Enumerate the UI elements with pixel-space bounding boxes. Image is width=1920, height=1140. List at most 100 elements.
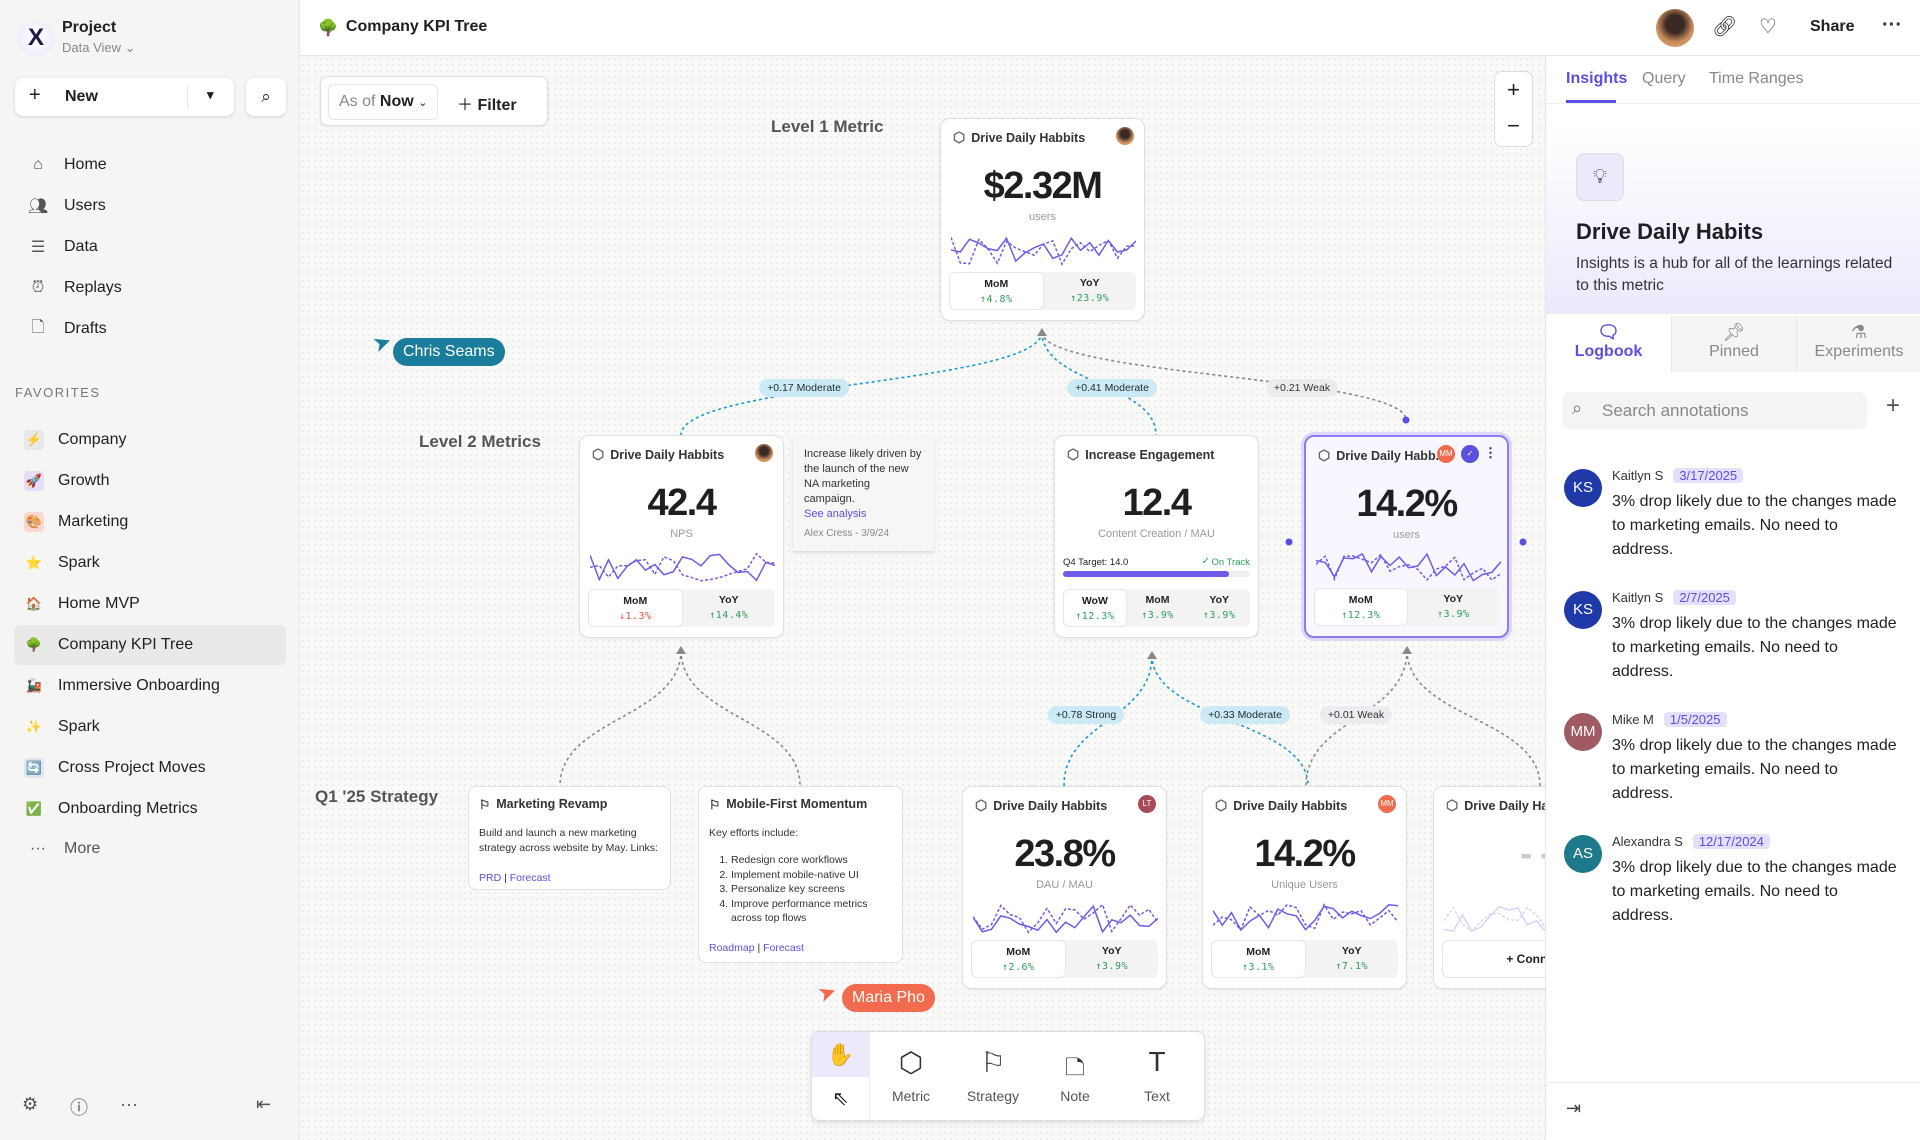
stat-mom[interactable]: MoM ↑12.3% <box>1314 588 1408 626</box>
owner-avatar[interactable]: MM <box>1437 445 1455 463</box>
link-icon[interactable]: 🔗︎ <box>1712 16 1738 38</box>
stat-mom[interactable]: MoM ↑2.6% <box>971 940 1066 978</box>
more-options-icon[interactable]: ··· <box>1882 14 1902 36</box>
sidebar-item-users[interactable]: 👥︎ Users <box>26 188 286 224</box>
settings-icon[interactable]: ⚙ <box>22 1094 39 1114</box>
stat-yoy[interactable]: YoY ↑3.9% <box>1188 589 1250 627</box>
stat-mom[interactable]: MoM ↑3.1% <box>1211 940 1306 978</box>
favorite-item[interactable]: 🔄 Cross Project Moves <box>14 748 286 788</box>
strategy-link[interactable]: PRD <box>479 872 502 884</box>
connection-handle[interactable] <box>1285 538 1293 546</box>
correlation-label[interactable]: +0.17 Moderate <box>759 379 849 397</box>
owner-avatar[interactable]: LT <box>1138 795 1156 813</box>
stat-yoy[interactable]: YoY ↑23.9% <box>1044 272 1137 310</box>
stat-mom[interactable]: MoM ↓1.3% <box>588 589 683 627</box>
new-button[interactable]: + New ▾ <box>15 78 234 116</box>
metric-card[interactable]: ⬡ Drive Daily Habbits LT 23.8% DAU / MAU MoM ↑… <box>962 786 1167 989</box>
annotation-item[interactable]: KS Kaitlyn S 2/7/2025 3% drop likely due to… <box>1564 590 1909 701</box>
sidebar-item-home[interactable]: ⌂ Home <box>26 147 286 183</box>
favorite-item[interactable]: 🌳 Company KPI Tree <box>14 625 286 665</box>
metric-card[interactable]: ⬡ Drive Daily Habbits $2.32M users MoM ↑4.8% Y… <box>940 118 1145 321</box>
zoom-in-button[interactable]: + <box>1507 77 1520 102</box>
tab-query[interactable]: Query <box>1642 70 1686 87</box>
stat-mom[interactable]: MoM ↑4.8% <box>949 272 1044 310</box>
correlation-edge[interactable] <box>680 331 1043 436</box>
correlation-label[interactable]: +0.21 Weak <box>1265 379 1339 397</box>
favorite-item[interactable]: 🎨 Marketing <box>14 502 286 542</box>
zoom-out-button[interactable]: − <box>1507 113 1520 138</box>
sidebar-item-replays[interactable]: ⏰︎ Replays <box>26 270 286 306</box>
see-analysis-link[interactable]: See analysis <box>804 508 867 520</box>
correlation-label[interactable]: +0.41 Moderate <box>1067 379 1157 397</box>
as-of-dropdown[interactable]: As of Now ⌄ <box>328 84 439 120</box>
connection-handle[interactable] <box>1402 416 1410 424</box>
subtab-experiments[interactable]: ⚗︎ Experiments <box>1796 316 1920 372</box>
annotation-item[interactable]: AS Alexandra S 12/17/2024 3% drop likely du… <box>1564 834 1909 945</box>
kebab-menu-icon[interactable]: ⋮ <box>1484 445 1497 460</box>
favorite-item[interactable]: ✅ Onboarding Metrics <box>14 789 286 829</box>
favorite-item[interactable]: 🚂 Immersive Onboarding <box>14 666 286 706</box>
note-tool[interactable]: 🗅 Note <box>1034 1032 1116 1120</box>
sidebar-item-drafts[interactable]: 🗋 Drafts <box>26 311 286 347</box>
chevron-down-icon[interactable]: ▾ <box>207 87 214 102</box>
correlation-label[interactable]: +0.01 Weak <box>1319 706 1393 724</box>
metric-card[interactable]: ⬡ Drive Daily Habbits 42.4 NPS MoM ↓1.3% YoY ↑1… <box>579 435 784 638</box>
tab-time-ranges[interactable]: Time Ranges <box>1709 70 1804 87</box>
connection-handle[interactable] <box>1519 538 1527 546</box>
strategy-link[interactable]: Forecast <box>763 941 804 954</box>
project-logo[interactable]: X <box>18 20 54 56</box>
stat-mom[interactable]: MoM ↑3.9% <box>1127 589 1189 627</box>
metric-card[interactable]: ⬡ Increase Engagement 12.4 Content Creation… <box>1054 435 1259 638</box>
owner-avatar[interactable]: MM <box>1378 795 1396 813</box>
correlation-edge[interactable] <box>680 649 801 787</box>
heart-icon[interactable]: ♡ <box>1759 16 1777 38</box>
sidebar-more[interactable]: ··· More <box>26 831 286 867</box>
hand-tool-icon[interactable]: ✋ <box>812 1032 869 1077</box>
annotation-item[interactable]: KS Kaitlyn S 3/17/2025 3% drop likely due t… <box>1564 468 1909 579</box>
subtab-pinned[interactable]: 📌︎ Pinned <box>1671 316 1796 372</box>
text-tool[interactable]: T Text <box>1116 1032 1198 1120</box>
metric-card[interactable]: ⬡ Drive Daily Habb.. MM ✓ ⋮ 14.2% users MoM ↑12.… <box>1304 435 1509 638</box>
favorite-item[interactable]: 🚀 Growth <box>14 461 286 501</box>
filter-button[interactable]: ＋ Filter <box>457 91 517 115</box>
add-annotation-button[interactable]: + <box>1886 392 1901 419</box>
correlation-label[interactable]: +0.78 Strong <box>1047 706 1125 724</box>
metric-tool[interactable]: ⬡ Metric <box>870 1032 952 1120</box>
kpi-tree-canvas[interactable]: As of Now ⌄ ＋ Filter + − Level 1 Metric L… <box>300 56 1545 1140</box>
strategy-link[interactable]: Forecast <box>509 872 551 884</box>
user-avatar[interactable] <box>1656 9 1694 47</box>
strategy-card[interactable]: ⚐ Marketing Revamp Build and launch a new … <box>468 786 671 890</box>
collapse-sidebar-icon[interactable]: ⇤ <box>256 1094 272 1114</box>
view-selector[interactable]: Data View ⌄ <box>62 40 136 56</box>
metric-card[interactable]: ⬡ Drive Daily Habbits MM 14.2% Unique Users M… <box>1202 786 1407 989</box>
favorite-item[interactable]: ✨ Spark <box>14 707 286 747</box>
favorite-item[interactable]: 🏠 Home MVP <box>14 584 286 624</box>
owner-avatar[interactable] <box>755 444 773 462</box>
sidebar-item-data[interactable]: ☰ Data <box>26 229 286 265</box>
stat-yoy[interactable]: YoY ↑3.9% <box>1066 940 1159 978</box>
more-options-icon[interactable]: ··· <box>120 1094 138 1114</box>
project-name[interactable]: Project <box>62 19 117 36</box>
connect-metric-button[interactable]: + Connect <box>1442 940 1545 978</box>
stat-yoy[interactable]: YoY ↑14.4% <box>683 589 776 627</box>
favorite-item[interactable]: ⭐ Spark <box>14 543 286 583</box>
collapse-panel-icon[interactable]: ⇥ <box>1566 1098 1582 1118</box>
subtab-logbook[interactable]: 🗨︎ Logbook <box>1546 316 1671 372</box>
tab-insights[interactable]: Insights <box>1566 70 1628 87</box>
correlation-edge[interactable] <box>1041 331 1407 421</box>
metric-card[interactable]: ⬡ Drive Daily Habbits - - + Connect <box>1433 786 1545 989</box>
correlation-edge[interactable] <box>1041 331 1157 436</box>
stat-yoy[interactable]: YoY ↑3.9% <box>1408 588 1500 626</box>
annotation-item[interactable]: MM Mike M 1/5/2025 3% drop likely due to th… <box>1564 712 1909 823</box>
favorite-item[interactable]: ⚡ Company <box>14 420 286 460</box>
strategy-link[interactable]: Roadmap <box>709 941 755 954</box>
share-button[interactable]: Share <box>1810 18 1855 35</box>
help-icon[interactable]: ⓘ <box>70 1098 88 1118</box>
stat-wow[interactable]: WoW ↑12.3% <box>1063 589 1127 627</box>
note-card[interactable]: Increase likely driven by the launch of … <box>793 437 934 551</box>
search-annotations-input[interactable]: ⌕ Search annotations <box>1562 392 1867 429</box>
correlation-edge[interactable] <box>1406 649 1541 787</box>
search-button[interactable]: ⌕ <box>246 78 286 116</box>
owner-avatar[interactable] <box>1116 127 1134 145</box>
correlation-label[interactable]: +0.33 Moderate <box>1200 706 1290 724</box>
